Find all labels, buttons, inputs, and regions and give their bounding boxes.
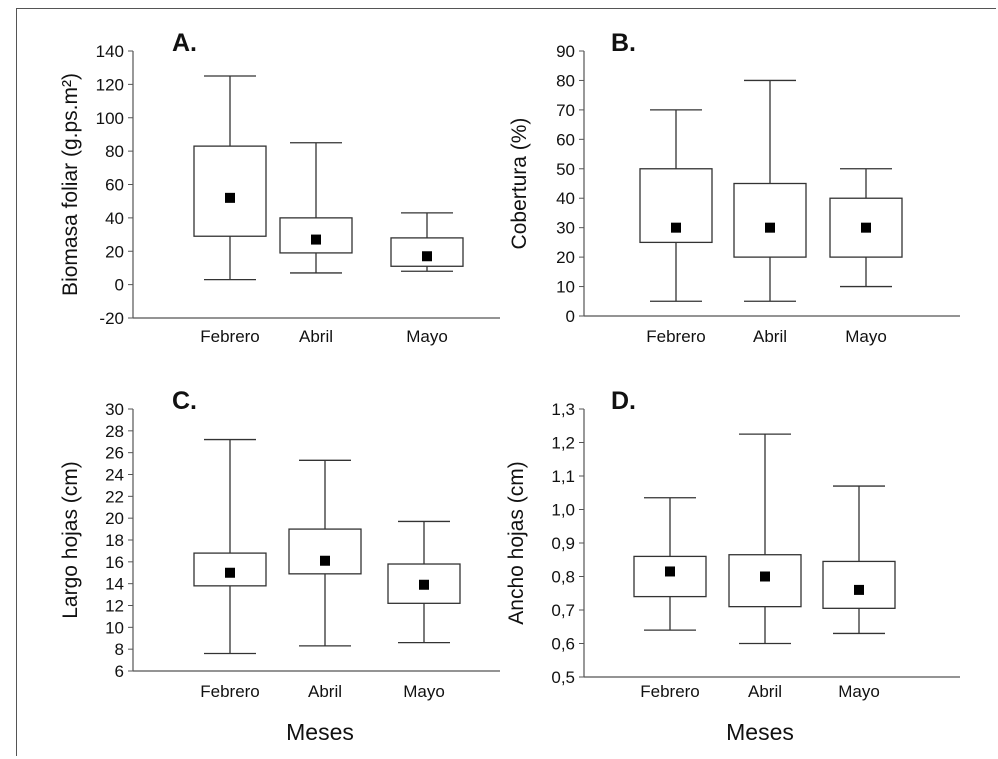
y-tick-label: 1,3: [551, 400, 575, 419]
center-marker: [861, 222, 871, 233]
y-tick-label: 0: [566, 307, 575, 326]
center-marker: [320, 555, 330, 566]
y-tick-label: 40: [556, 189, 575, 208]
x-category-label: Mayo: [406, 327, 448, 346]
center-marker: [225, 567, 235, 578]
panel-label: C.: [172, 387, 197, 415]
y-tick-label: 50: [556, 160, 575, 179]
x-category-label: Abril: [753, 327, 787, 346]
box: [633, 555, 707, 598]
panel-label: B.: [611, 29, 636, 57]
x-category-label: Febrero: [640, 682, 700, 701]
y-tick-label: 70: [556, 101, 575, 120]
y-tick-label: 24: [105, 466, 124, 485]
y-tick-label: 10: [556, 278, 575, 297]
y-tick-label: 0: [115, 276, 124, 295]
y-tick-label: 120: [96, 75, 124, 94]
y-tick-label: 16: [105, 553, 124, 572]
y-tick-label: 6: [115, 662, 124, 681]
y-tick-label: 20: [105, 509, 124, 528]
y-tick-label: 80: [556, 71, 575, 90]
y-tick-label: 0,9: [551, 534, 575, 553]
figure-frame: [16, 8, 996, 756]
y-tick-label: 1,2: [551, 434, 575, 453]
panel-label: D.: [611, 387, 636, 415]
y-tick-label: 0,6: [551, 635, 575, 654]
y-tick-label: 20: [105, 242, 124, 261]
x-category-label: Mayo: [403, 682, 445, 701]
center-marker: [665, 566, 675, 577]
x-category-label: Abril: [748, 682, 782, 701]
box: [193, 145, 267, 237]
y-tick-label: 14: [105, 575, 124, 594]
x-category-label: Febrero: [646, 327, 706, 346]
center-marker: [854, 584, 864, 595]
x-category-label: Mayo: [838, 682, 880, 701]
x-axis-title: Meses: [726, 719, 794, 745]
y-tick-label: 22: [105, 487, 124, 506]
y-axis-title: Largo hojas (cm): [59, 461, 82, 619]
center-marker: [419, 579, 429, 590]
y-tick-label: 60: [105, 176, 124, 195]
y-tick-label: 18: [105, 531, 124, 550]
x-category-label: Abril: [299, 327, 333, 346]
y-tick-label: 12: [105, 597, 124, 616]
x-category-label: Mayo: [845, 327, 887, 346]
box: [193, 552, 267, 587]
box: [822, 560, 896, 609]
y-tick-label: 8: [115, 640, 124, 659]
box: [288, 528, 362, 575]
x-axis-title: Meses: [286, 719, 354, 745]
x-category-label: Febrero: [200, 327, 260, 346]
center-marker: [225, 192, 235, 203]
y-tick-label: 30: [105, 400, 124, 419]
y-axis-title: Ancho hojas (cm): [505, 461, 528, 624]
center-marker: [760, 571, 770, 582]
y-tick-label: -20: [99, 309, 124, 328]
y-tick-label: 80: [105, 142, 124, 161]
y-tick-label: 90: [556, 42, 575, 61]
center-marker: [311, 234, 321, 245]
center-marker: [671, 222, 681, 233]
y-tick-label: 100: [96, 109, 124, 128]
box: [829, 197, 903, 258]
panel-label: A.: [172, 29, 197, 57]
y-tick-label: 1,0: [551, 501, 575, 520]
y-tick-label: 26: [105, 444, 124, 463]
box: [733, 182, 807, 258]
y-tick-label: 60: [556, 130, 575, 149]
y-tick-label: 0,7: [551, 601, 575, 620]
y-tick-label: 1,1: [551, 467, 575, 486]
y-tick-label: 10: [105, 618, 124, 637]
y-tick-label: 40: [105, 209, 124, 228]
y-axis-title: Biomasa foliar (g.ps.m²): [59, 73, 82, 296]
center-marker: [765, 222, 775, 233]
y-tick-label: 28: [105, 422, 124, 441]
center-marker: [422, 251, 432, 262]
y-tick-label: 20: [556, 248, 575, 267]
y-tick-label: 0,8: [551, 568, 575, 587]
y-tick-label: 140: [96, 42, 124, 61]
y-axis-title: Cobertura (%): [508, 118, 531, 250]
y-tick-label: 0,5: [551, 668, 575, 687]
x-category-label: Febrero: [200, 682, 260, 701]
y-tick-label: 30: [556, 219, 575, 238]
x-category-label: Abril: [308, 682, 342, 701]
